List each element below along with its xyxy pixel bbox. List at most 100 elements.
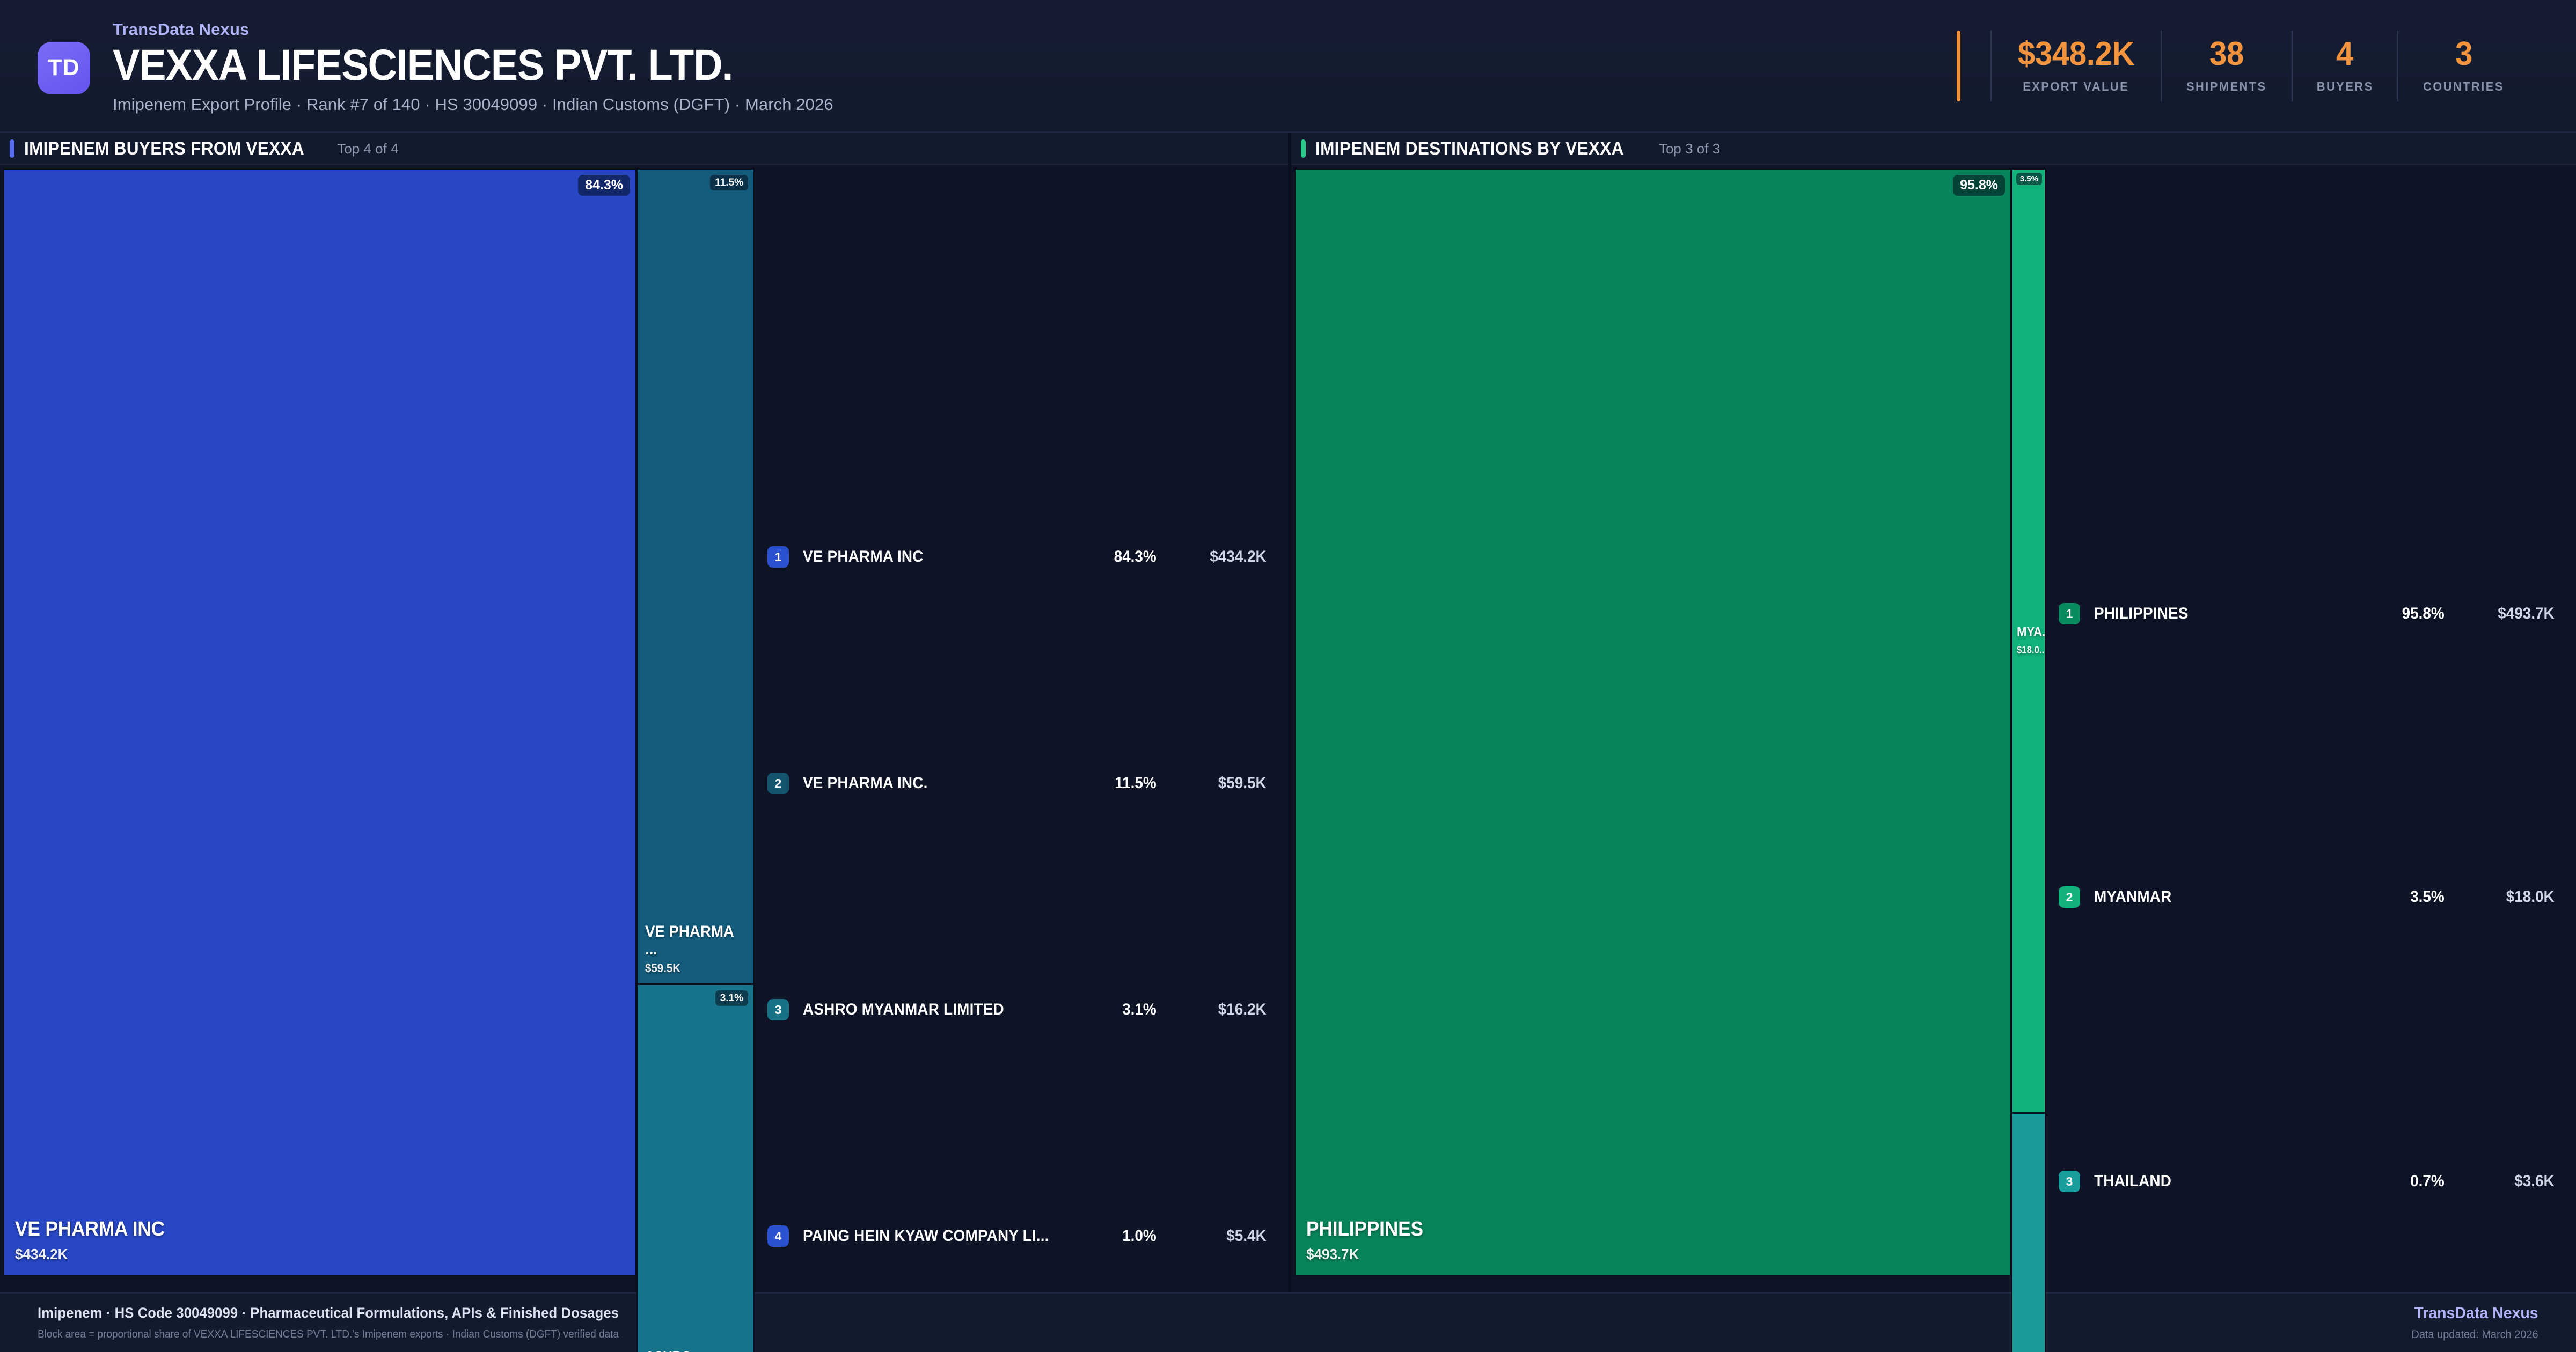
panel-accent-icon: [10, 139, 14, 158]
list-item-label: MYANMAR: [2094, 888, 2172, 906]
list-item-value: $59.5K: [1218, 774, 1267, 792]
panel-accent-icon: [1301, 139, 1306, 158]
page-footer: Imipenem · HS Code 30049099 · Pharmaceut…: [0, 1292, 2576, 1352]
ranklist-destinations: 1 PHILIPPINES 95.8% $493.7K 2 MYANMAR 3.…: [2046, 168, 2576, 1292]
panel-destinations-subtitle: Top 3 of 3: [1658, 140, 1721, 157]
list-item-percent: 95.8%: [2402, 605, 2445, 622]
list-item-percent: 1.0%: [1122, 1227, 1157, 1245]
panel-buyers-title: IMIPENEM BUYERS FROM VEXXA: [24, 138, 305, 159]
footer-updated: Data updated: March 2026: [2411, 1328, 2538, 1341]
tile-value: $18.0...: [2017, 644, 2046, 656]
list-item-percent: 11.5%: [1115, 774, 1157, 792]
list-item[interactable]: 3 THAILAND 0.7% $3.6K: [2059, 1166, 2558, 1196]
list-item-label: VE PHARMA INC.: [803, 774, 928, 792]
page-subtitle: Imipenem Export Profile · Rank #7 of 140…: [113, 94, 833, 114]
stat-label: EXPORT VALUE: [2023, 79, 2129, 93]
stat-buyers: 4 BUYERS: [2291, 30, 2397, 101]
accent-bar: [1957, 30, 1961, 101]
list-item-percent: 3.5%: [2410, 888, 2445, 906]
tile-footer: ASHRO MYANMAR ... $16.2K: [645, 1349, 748, 1352]
panel-buyers: IMIPENEM BUYERS FROM VEXXA Top 4 of 4 84…: [0, 133, 1288, 1352]
treemap-tile[interactable]: 84.3% VE PHARMA INC $434.2K: [3, 168, 636, 1276]
list-item-value: $5.4K: [1226, 1227, 1267, 1245]
list-item-value: $16.2K: [1218, 1001, 1267, 1018]
list-item-label: THAILAND: [2094, 1172, 2172, 1190]
treemap-tile[interactable]: 95.8% PHILIPPINES $493.7K: [1294, 168, 2011, 1276]
rank-badge: 1: [2059, 603, 2080, 624]
panel-buyers-subtitle: Top 4 of 4: [337, 140, 399, 157]
treemap-destinations: 95.8% PHILIPPINES $493.7K 3.5% MYA... $1…: [1294, 168, 2046, 1352]
treemap-buyers: 84.3% VE PHARMA INC $434.2K 11.5% VE PHA…: [3, 168, 755, 1352]
list-item-percent: 84.3%: [1114, 548, 1157, 565]
rank-badge: 4: [767, 1225, 789, 1247]
rank-badge: 3: [767, 999, 789, 1020]
list-item-percent: 0.7%: [2410, 1172, 2445, 1190]
stat-value: 3: [2455, 35, 2472, 72]
brand-logo-initials: TD: [48, 55, 80, 80]
header-identity: TD TransData Nexus VEXXA LIFESCIENCES PV…: [38, 19, 833, 114]
stat-export-value: $348.2K EXPORT VALUE: [1990, 30, 2161, 101]
list-item-value: $493.7K: [2498, 605, 2555, 622]
list-item-percent: 3.1%: [1122, 1001, 1157, 1018]
tile-label: VE PHARMA ...: [645, 923, 734, 958]
panel-buyers-body: 84.3% VE PHARMA INC $434.2K 11.5% VE PHA…: [0, 165, 1288, 1352]
rank-badge: 3: [2059, 1171, 2080, 1192]
tile-label: VE PHARMA INC: [15, 1217, 165, 1240]
stat-label: COUNTRIES: [2423, 79, 2505, 93]
list-item[interactable]: 4 PAING HEIN KYAW COMPANY LI... 1.0% $5.…: [767, 1221, 1270, 1251]
tile-percent: 3.5%: [2016, 173, 2042, 185]
footer-note: Block area = proportional share of VEXXA…: [38, 1328, 619, 1340]
treemap-tile[interactable]: THAILA...: [2011, 1113, 2046, 1352]
list-item[interactable]: 2 VE PHARMA INC. 11.5% $59.5K: [767, 768, 1270, 798]
tile-value: $59.5K: [645, 961, 680, 975]
tile-footer: VE PHARMA INC $434.2K: [15, 1218, 628, 1263]
tile-footer: MYA... $18.0...: [2017, 625, 2046, 656]
stat-label: SHIPMENTS: [2186, 79, 2267, 93]
footer-left: Imipenem · HS Code 30049099 · Pharmaceut…: [38, 1305, 649, 1341]
tile-label: PHILIPPINES: [1306, 1217, 1423, 1240]
panel-destinations: IMIPENEM DESTINATIONS BY VEXXA Top 3 of …: [1288, 133, 2576, 1352]
stat-value: $348.2K: [2018, 35, 2135, 72]
tile-label: ASHRO MYANMAR ...: [645, 1349, 741, 1352]
list-item[interactable]: 1 VE PHARMA INC 84.3% $434.2K: [767, 542, 1270, 572]
list-item-value: $18.0K: [2506, 888, 2555, 906]
list-item-label: ASHRO MYANMAR LIMITED: [803, 1001, 1004, 1018]
rank-badge: 2: [2059, 886, 2080, 908]
brand-name: TransData Nexus: [113, 19, 250, 39]
panel-destinations-title: IMIPENEM DESTINATIONS BY VEXXA: [1315, 138, 1624, 159]
tile-footer: PHILIPPINES $493.7K: [1306, 1218, 2003, 1263]
rank-badge: 2: [767, 773, 789, 794]
list-item[interactable]: 1 PHILIPPINES 95.8% $493.7K: [2059, 599, 2558, 629]
main-content: IMIPENEM BUYERS FROM VEXXA Top 4 of 4 84…: [0, 133, 2576, 1352]
stat-value: 4: [2336, 35, 2354, 72]
treemap-tile[interactable]: 11.5% VE PHARMA ... $59.5K: [636, 168, 755, 984]
stat-label: BUYERS: [2316, 79, 2374, 93]
list-item-label: PAING HEIN KYAW COMPANY LI...: [803, 1227, 1049, 1245]
list-item-value: $3.6K: [2514, 1172, 2555, 1190]
stat-countries: 3 COUNTRIES: [2397, 30, 2529, 101]
stat-shipments: 38 SHIPMENTS: [2161, 30, 2292, 101]
tile-percent: 11.5%: [710, 175, 748, 190]
list-item-label: PHILIPPINES: [2094, 605, 2189, 622]
header-titles: TransData Nexus VEXXA LIFESCIENCES PVT. …: [113, 20, 833, 114]
footer-right: TransData Nexus Data updated: March 2026: [2405, 1304, 2538, 1341]
treemap-tile[interactable]: 3.5% MYA... $18.0...: [2011, 168, 2046, 1113]
page-header: TD TransData Nexus VEXXA LIFESCIENCES PV…: [0, 0, 2576, 133]
tile-value: $493.7K: [1306, 1246, 1359, 1262]
panel-destinations-body: 95.8% PHILIPPINES $493.7K 3.5% MYA... $1…: [1291, 165, 2576, 1352]
ranklist-buyers: 1 VE PHARMA INC 84.3% $434.2K 2 VE PHARM…: [755, 168, 1288, 1292]
list-item[interactable]: 2 MYANMAR 3.5% $18.0K: [2059, 882, 2558, 912]
stat-value: 38: [2209, 35, 2244, 72]
treemap-tile[interactable]: 3.1% ASHRO MYANMAR ... $16.2K: [636, 984, 755, 1352]
panel-buyers-header: IMIPENEM BUYERS FROM VEXXA Top 4 of 4: [0, 133, 1288, 165]
list-item[interactable]: 3 ASHRO MYANMAR LIMITED 3.1% $16.2K: [767, 995, 1270, 1025]
tile-value: $434.2K: [15, 1246, 68, 1262]
list-item-value: $434.2K: [1210, 548, 1267, 565]
panel-destinations-header: IMIPENEM DESTINATIONS BY VEXXA Top 3 of …: [1291, 133, 2576, 165]
tile-percent: 95.8%: [1953, 175, 2005, 196]
header-stats: $348.2K EXPORT VALUE 38 SHIPMENTS 4 BUYE…: [1957, 30, 2529, 101]
footer-title: Imipenem · HS Code 30049099 · Pharmaceut…: [38, 1305, 619, 1321]
rank-badge: 1: [767, 546, 789, 568]
footer-brand: TransData Nexus: [2414, 1304, 2538, 1322]
